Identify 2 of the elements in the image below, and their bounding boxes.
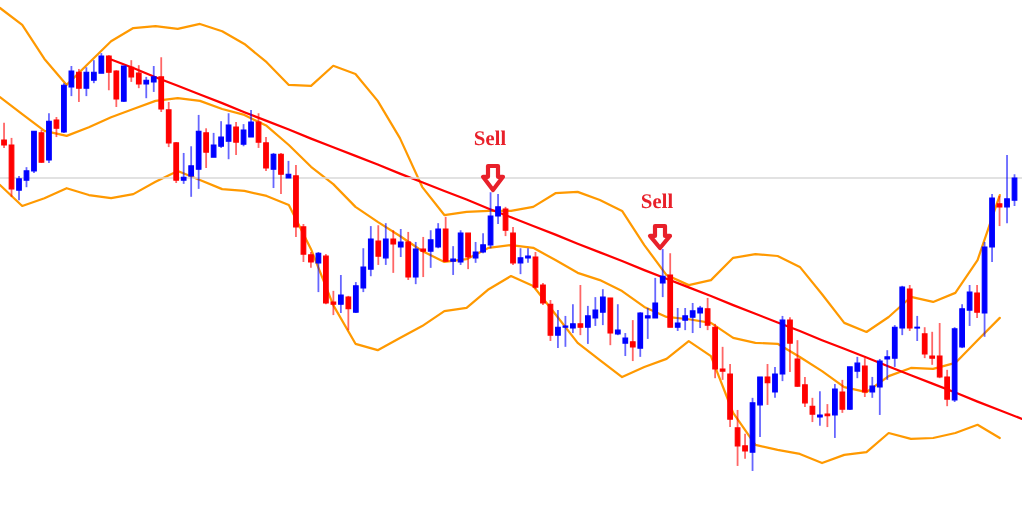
annotation: Sell — [474, 130, 506, 146]
annotation: Sell — [641, 193, 673, 209]
